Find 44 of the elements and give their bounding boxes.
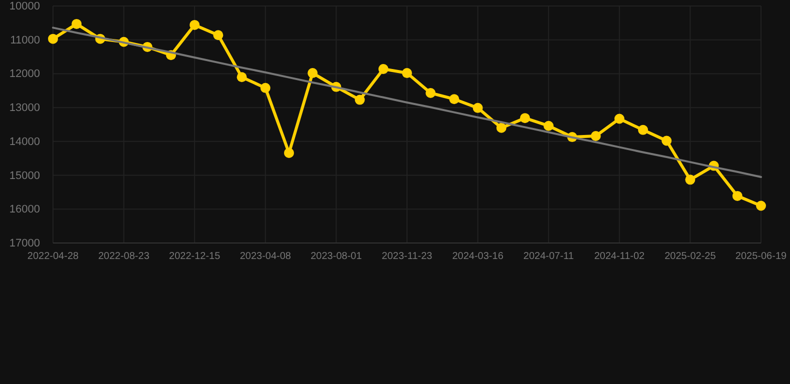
point (614, 114, 624, 124)
point (190, 20, 200, 30)
point (756, 200, 766, 211)
point (378, 64, 388, 74)
x-tick-label: 2023-08-01 (310, 251, 362, 262)
point (308, 68, 318, 78)
point (402, 68, 412, 78)
point (354, 94, 365, 105)
y-tick-label: 12000 (9, 68, 40, 80)
point (732, 190, 742, 201)
x-tick-label: 2024-03-16 (452, 251, 504, 262)
point (48, 34, 58, 44)
point (260, 82, 270, 93)
point (213, 30, 224, 40)
y-tick-label: 10000 (9, 0, 40, 13)
x-tick-label: 2024-07-11 (523, 251, 574, 262)
x-tick-label: 2023-04-08 (240, 251, 292, 262)
point (496, 122, 506, 133)
point (236, 72, 247, 82)
x-tick-label: 2022-04-28 (27, 251, 80, 262)
point (662, 136, 672, 146)
x-tick-label: 2022-08-23 (98, 251, 150, 262)
point (638, 124, 648, 135)
point (284, 148, 294, 158)
x-tick-label: 2024-11-02 (594, 251, 646, 262)
y-tick-label: 11000 (10, 34, 40, 46)
point (520, 113, 530, 124)
x-tick-label: 2025-06-19 (735, 251, 788, 262)
point (685, 174, 696, 185)
line-series (52, 26, 762, 178)
point (590, 131, 601, 142)
y-tick-label: 16000 (9, 204, 40, 216)
y-tick-label: 17000 (9, 238, 40, 250)
y-tick-label: 15000 (9, 170, 40, 182)
x-tick-label: 2023-11-23 (382, 251, 433, 262)
y-tick-label: 14000 (9, 136, 40, 148)
x-tick-label: 2022-12-15 (169, 251, 221, 262)
point (472, 102, 483, 113)
x-tick-label: 2025-02-25 (664, 251, 716, 262)
point (426, 88, 436, 98)
point (544, 120, 554, 131)
point (449, 94, 460, 104)
point (72, 18, 82, 29)
y-tick-label: 13000 (9, 102, 40, 114)
